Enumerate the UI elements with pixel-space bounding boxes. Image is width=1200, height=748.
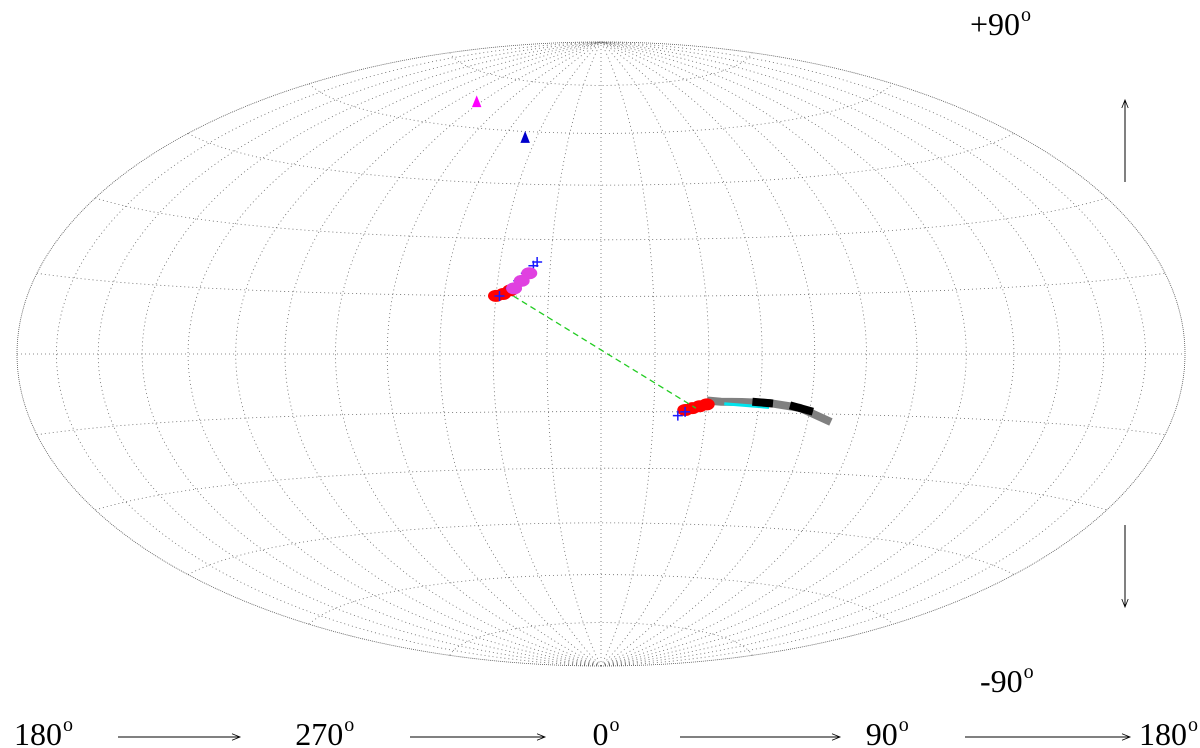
tick-label: -90 — [980, 663, 1023, 699]
parallel — [95, 467, 1107, 511]
meridian — [600, 41, 1015, 667]
blob-marker — [521, 267, 538, 280]
track — [513, 295, 697, 409]
degree-mark: o — [1188, 714, 1198, 736]
tick-label: 90 — [866, 716, 898, 748]
parallel — [95, 197, 1107, 241]
parallel — [308, 574, 894, 625]
plus-marker — [494, 290, 505, 301]
degree-mark: o — [1021, 4, 1031, 26]
track — [788, 401, 814, 416]
triangle-marker — [520, 131, 530, 143]
degree-mark: o — [1024, 661, 1034, 683]
meridian — [56, 41, 602, 667]
parallel — [308, 83, 894, 134]
parallel — [36, 411, 1166, 436]
track — [752, 397, 774, 408]
meridian — [335, 41, 602, 667]
meridian — [600, 41, 1061, 667]
meridian — [97, 41, 602, 667]
parallel — [187, 522, 1015, 575]
track — [724, 402, 770, 409]
series — [677, 398, 715, 416]
series — [724, 402, 770, 409]
blob-marker — [698, 398, 715, 411]
series — [752, 397, 814, 416]
parallel — [36, 272, 1166, 297]
plus-marker — [532, 256, 543, 267]
grid — [16, 41, 1186, 667]
series — [513, 295, 697, 409]
meridian — [600, 41, 967, 667]
tick-label: 180 — [14, 716, 62, 748]
degree-mark: o — [344, 714, 354, 736]
series — [506, 267, 538, 295]
tick-label: 0 — [593, 716, 609, 748]
triangle-marker — [471, 95, 482, 108]
meridian — [284, 41, 602, 667]
series — [672, 406, 691, 421]
meridian — [235, 41, 602, 667]
series — [520, 131, 530, 143]
plus-marker — [680, 406, 691, 417]
arrows — [118, 98, 1132, 741]
tick-label: 180 — [1139, 716, 1187, 748]
meridian — [141, 41, 602, 667]
meridian — [600, 41, 1105, 667]
degree-mark: o — [610, 714, 620, 736]
meridian — [386, 41, 602, 667]
series — [471, 95, 482, 108]
meridian — [600, 41, 867, 667]
meridian — [600, 41, 656, 667]
meridian — [439, 41, 602, 667]
degree-mark: o — [63, 714, 73, 736]
meridian — [600, 41, 1146, 667]
tick-label: 270 — [295, 716, 343, 748]
tick-label: +90 — [970, 6, 1020, 42]
plus-marker — [672, 410, 683, 421]
degree-mark: o — [899, 714, 909, 736]
